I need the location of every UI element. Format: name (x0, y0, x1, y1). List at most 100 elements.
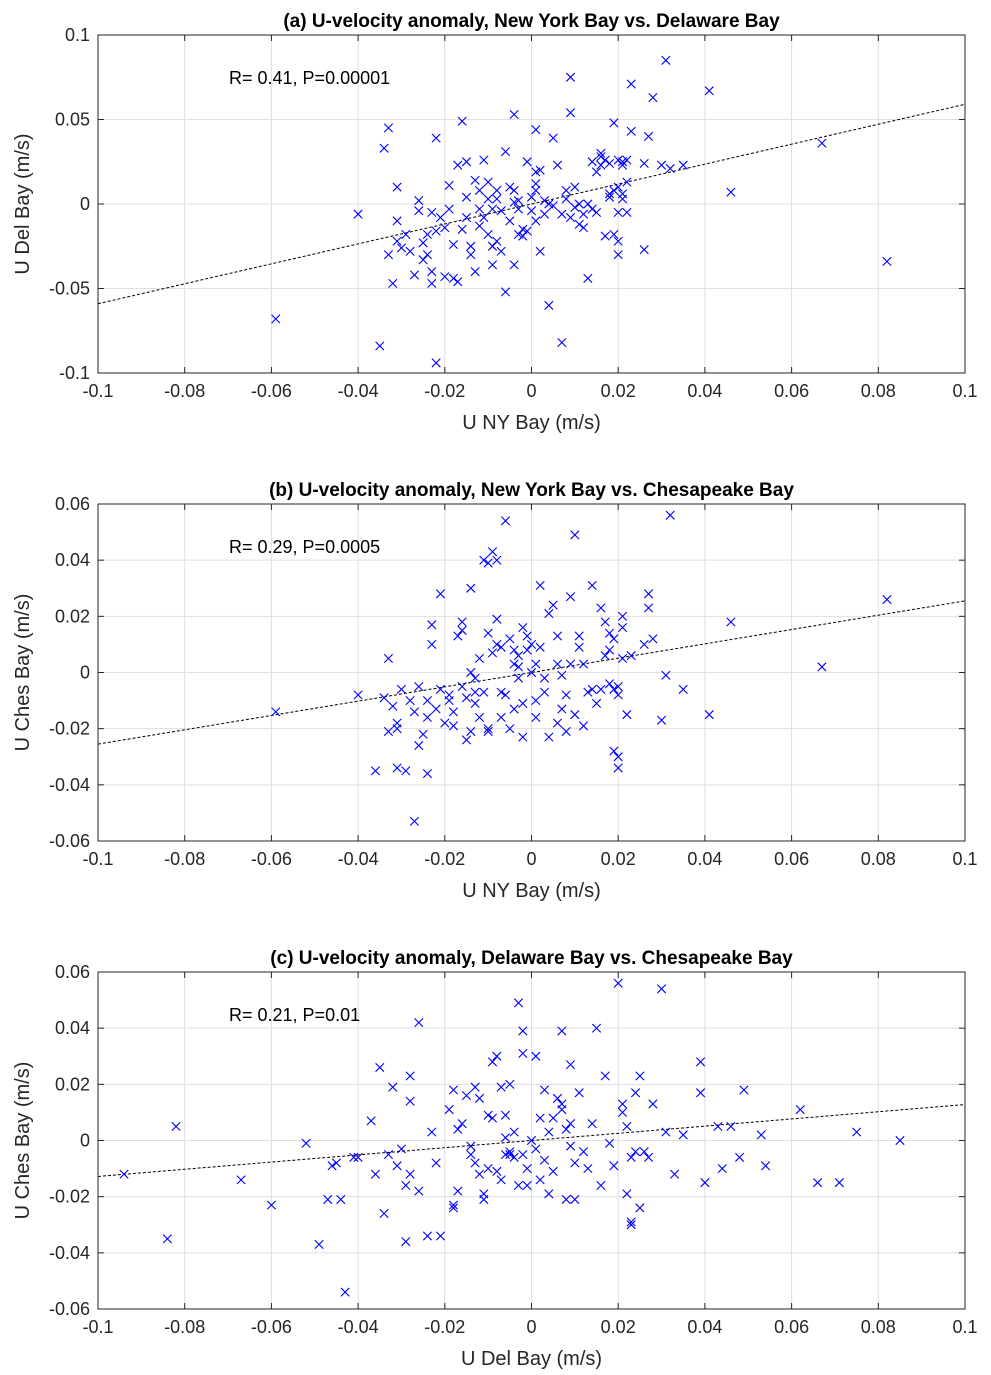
data-point (492, 1051, 502, 1061)
data-point (474, 185, 485, 196)
data-point (535, 642, 545, 652)
correlation-annotation: R= 0.29, P=0.0005 (229, 537, 380, 557)
y-axis-label: U Ches Bay (m/s) (12, 1062, 34, 1220)
data-point (496, 246, 506, 256)
data-point (405, 1071, 415, 1081)
data-point (604, 645, 615, 655)
x-tick-label: -0.02 (424, 381, 465, 401)
x-tick-label: 0.06 (774, 381, 809, 401)
data-point (509, 1152, 519, 1162)
data-point (609, 684, 619, 694)
y-tick-label: 0.06 (55, 494, 90, 514)
data-point (474, 1169, 485, 1179)
data-point (405, 1096, 415, 1106)
data-point (518, 732, 528, 742)
data-point (453, 631, 463, 641)
data-point (561, 185, 571, 196)
data-point (739, 1085, 749, 1095)
data-point (505, 724, 515, 734)
data-point (648, 1099, 658, 1109)
data-point (470, 687, 480, 697)
data-point (570, 202, 580, 212)
y-tick-label: 0 (80, 194, 90, 214)
data-point (574, 219, 584, 229)
data-point (609, 634, 619, 644)
data-point (405, 695, 415, 706)
data-point (409, 270, 420, 280)
data-point (695, 1088, 706, 1098)
x-axis-label: U Del Bay (m/s) (461, 1348, 602, 1370)
data-point (596, 684, 606, 694)
data-point (622, 1121, 632, 1132)
data-point (474, 712, 485, 723)
data-point (561, 194, 571, 204)
data-point (383, 250, 394, 260)
y-tick-label: 0.1 (65, 25, 90, 45)
data-point (440, 223, 450, 233)
data-point (487, 260, 498, 270)
data-point (613, 182, 623, 192)
data-point (457, 681, 467, 692)
data-point (422, 712, 433, 723)
regression-line (97, 103, 966, 305)
data-point (565, 108, 576, 118)
data-point (388, 701, 398, 711)
data-point (513, 651, 524, 661)
data-point (648, 92, 658, 103)
y-axis-label: U Del Bay (m/s) (12, 133, 34, 274)
data-point (609, 746, 619, 756)
x-tick-label: 0 (526, 381, 536, 401)
data-point (570, 1158, 580, 1168)
chart-title: (a) U-velocity anomaly, New York Bay vs.… (283, 11, 780, 32)
data-point (422, 695, 433, 706)
data-point (500, 516, 511, 526)
data-point (505, 634, 515, 644)
y-tick-label: 0.02 (55, 606, 90, 626)
data-point (327, 1161, 337, 1171)
data-point (453, 277, 463, 287)
data-point (604, 1138, 615, 1148)
x-tick-label: -0.02 (424, 849, 465, 869)
data-point (552, 631, 563, 641)
data-point (448, 1085, 459, 1095)
data-point (461, 693, 472, 703)
data-point (448, 273, 459, 283)
data-point (388, 1082, 398, 1092)
data-point (578, 223, 589, 233)
x-tick-label: -0.1 (82, 1317, 113, 1337)
data-point (531, 216, 541, 226)
data-point (435, 589, 446, 599)
data-point (444, 1105, 454, 1115)
data-point (643, 131, 654, 141)
data-point (461, 735, 472, 745)
data-point (531, 712, 541, 723)
data-point (643, 1152, 654, 1162)
data-point (370, 1169, 381, 1179)
data-point (383, 726, 394, 737)
data-point (578, 1147, 589, 1157)
data-point (466, 583, 476, 593)
data-point (349, 1152, 359, 1162)
data-point (643, 589, 654, 599)
x-tick-label: -0.1 (82, 381, 113, 401)
data-point (513, 196, 524, 206)
data-point (266, 1200, 276, 1210)
data-point (392, 236, 402, 246)
data-point (817, 662, 827, 672)
data-point (422, 229, 433, 240)
data-point (505, 216, 515, 226)
data-point (492, 639, 502, 650)
data-point (487, 1113, 498, 1123)
data-point (470, 1082, 480, 1092)
data-point (656, 160, 667, 170)
data-point (171, 1121, 181, 1132)
data-point (535, 246, 545, 256)
data-point (405, 1169, 415, 1179)
data-point (379, 143, 389, 153)
data-point (461, 212, 472, 223)
data-point (518, 1149, 528, 1160)
data-point (544, 1127, 554, 1137)
data-point (427, 207, 437, 218)
data-point (717, 1163, 727, 1174)
data-point (483, 229, 493, 240)
